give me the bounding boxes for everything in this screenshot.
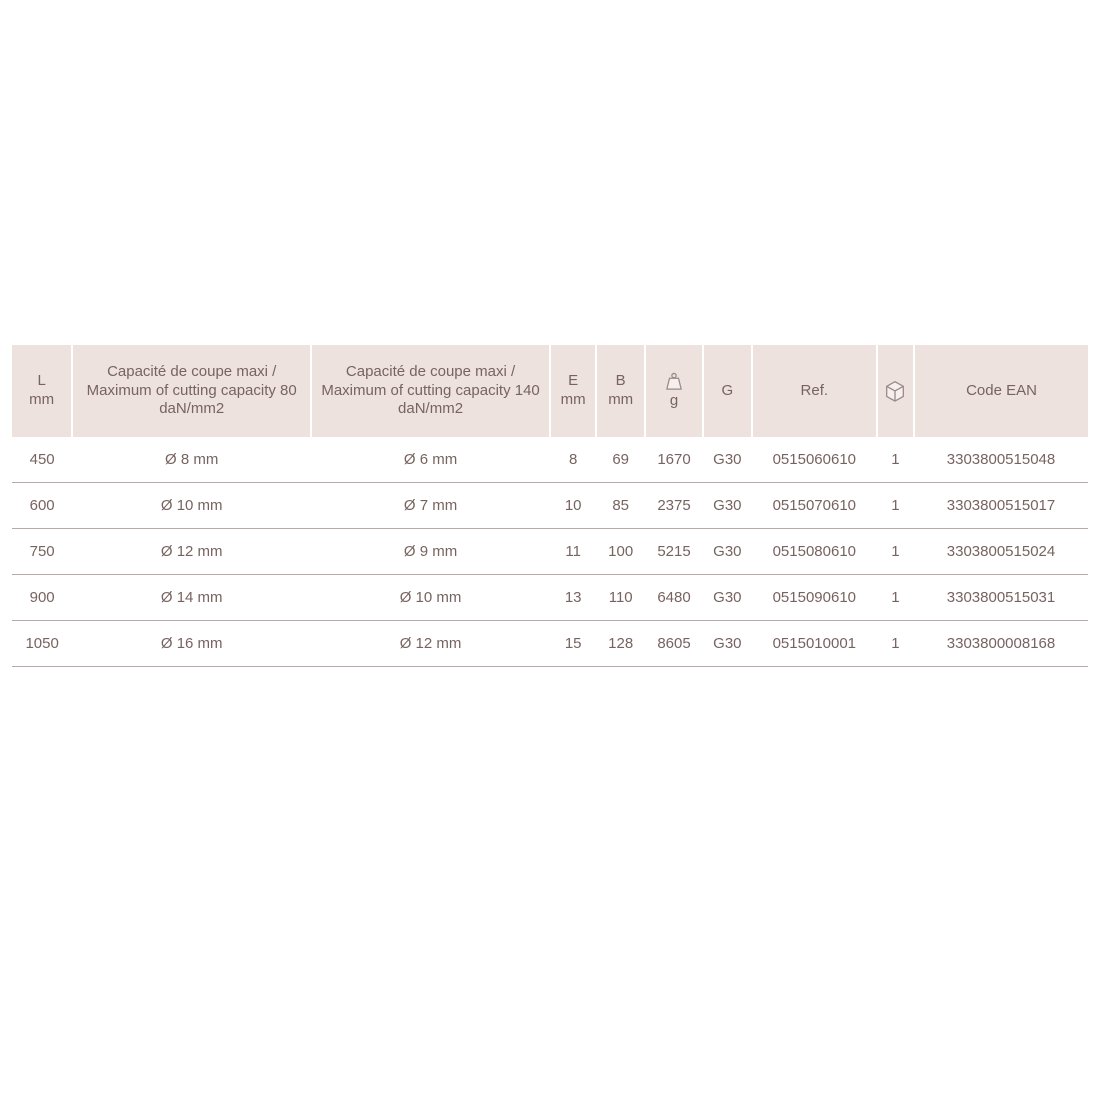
- column-header: [877, 345, 914, 437]
- table-cell: 5215: [645, 529, 703, 575]
- table-cell: G30: [703, 483, 752, 529]
- table-cell: Ø 10 mm: [72, 483, 311, 529]
- column-header: Capacité de coupe maxi / Maximum of cutt…: [72, 345, 311, 437]
- table-cell: 750: [12, 529, 72, 575]
- column-header-label: G: [722, 382, 734, 399]
- column-header: Ref.: [752, 345, 877, 437]
- column-header-label: B: [616, 372, 626, 389]
- page-canvas: Lmm Capacité de coupe maxi / Maximum of c…: [0, 0, 1100, 1100]
- table-cell: Ø 16 mm: [72, 621, 311, 667]
- table-cell: Ø 12 mm: [72, 529, 311, 575]
- table-cell: 11: [550, 529, 596, 575]
- column-header: Capacité de coupe maxi / Maximum of cutt…: [311, 345, 550, 437]
- table-cell: Ø 7 mm: [311, 483, 550, 529]
- table-cell: 600: [12, 483, 72, 529]
- table-cell: 0515090610: [752, 575, 877, 621]
- column-header-label: E: [568, 372, 578, 389]
- table-cell: 69: [596, 437, 645, 483]
- table-cell: Ø 14 mm: [72, 575, 311, 621]
- column-header: g: [645, 345, 703, 437]
- weight-icon: [650, 372, 698, 390]
- table-cell: 0515070610: [752, 483, 877, 529]
- table-cell: 110: [596, 575, 645, 621]
- table-cell: 1: [877, 575, 914, 621]
- table-cell: 3303800515031: [914, 575, 1088, 621]
- table-cell: Ø 10 mm: [311, 575, 550, 621]
- table-header-row: Lmm Capacité de coupe maxi / Maximum of c…: [12, 345, 1088, 437]
- table-cell: G30: [703, 529, 752, 575]
- table-cell: G30: [703, 621, 752, 667]
- column-header-label: Capacité de coupe maxi / Maximum of cutt…: [321, 363, 539, 418]
- column-header-label: Ref.: [801, 382, 829, 399]
- column-header: Lmm: [12, 345, 72, 437]
- table-cell: Ø 9 mm: [311, 529, 550, 575]
- table-cell: 1: [877, 621, 914, 667]
- table-cell: 0515060610: [752, 437, 877, 483]
- table-cell: 1670: [645, 437, 703, 483]
- table-cell: 1: [877, 483, 914, 529]
- table-cell: 450: [12, 437, 72, 483]
- column-header: Bmm: [596, 345, 645, 437]
- table-cell: 13: [550, 575, 596, 621]
- table-row: 750Ø 12 mmØ 9 mm111005215G30051508061013…: [12, 529, 1088, 575]
- column-header: Code EAN: [914, 345, 1088, 437]
- table-cell: Ø 8 mm: [72, 437, 311, 483]
- table-cell: Ø 6 mm: [311, 437, 550, 483]
- column-header-label: L: [37, 372, 45, 389]
- column-header: Emm: [550, 345, 596, 437]
- table-cell: 1050: [12, 621, 72, 667]
- column-header-unit: mm: [16, 391, 67, 410]
- column-header-label: Code EAN: [966, 382, 1037, 399]
- table-cell: 3303800515017: [914, 483, 1088, 529]
- column-header-unit: mm: [601, 391, 640, 410]
- table-row: 600Ø 10 mmØ 7 mm10852375G300515070610133…: [12, 483, 1088, 529]
- table-cell: 1: [877, 529, 914, 575]
- table-cell: Ø 12 mm: [311, 621, 550, 667]
- table-cell: 2375: [645, 483, 703, 529]
- column-header: G: [703, 345, 752, 437]
- table-cell: 900: [12, 575, 72, 621]
- table-cell: 128: [596, 621, 645, 667]
- table-cell: 8: [550, 437, 596, 483]
- table-cell: 3303800008168: [914, 621, 1088, 667]
- table-cell: 85: [596, 483, 645, 529]
- table-cell: 0515010001: [752, 621, 877, 667]
- table-row: 450Ø 8 mmØ 6 mm8691670G30051506061013303…: [12, 437, 1088, 483]
- table-cell: 6480: [645, 575, 703, 621]
- table-row: 900Ø 14 mmØ 10 mm131106480G3005150906101…: [12, 575, 1088, 621]
- column-header-unit: g: [650, 392, 698, 411]
- table-cell: 1: [877, 437, 914, 483]
- table-cell: 10: [550, 483, 596, 529]
- column-header-unit: mm: [555, 391, 591, 410]
- spec-table-body: 450Ø 8 mmØ 6 mm8691670G30051506061013303…: [12, 437, 1088, 667]
- table-cell: 8605: [645, 621, 703, 667]
- spec-table-head: Lmm Capacité de coupe maxi / Maximum of c…: [12, 345, 1088, 437]
- table-cell: 0515080610: [752, 529, 877, 575]
- spec-table: Lmm Capacité de coupe maxi / Maximum of c…: [12, 345, 1088, 667]
- box-icon: [882, 378, 909, 402]
- table-cell: G30: [703, 575, 752, 621]
- spec-table-wrap: Lmm Capacité de coupe maxi / Maximum of c…: [12, 345, 1088, 667]
- column-header-label: Capacité de coupe maxi / Maximum of cutt…: [87, 363, 297, 418]
- table-cell: 15: [550, 621, 596, 667]
- table-cell: 100: [596, 529, 645, 575]
- table-cell: 3303800515048: [914, 437, 1088, 483]
- table-cell: G30: [703, 437, 752, 483]
- table-cell: 3303800515024: [914, 529, 1088, 575]
- table-row: 1050Ø 16 mmØ 12 mm151288605G300515010001…: [12, 621, 1088, 667]
